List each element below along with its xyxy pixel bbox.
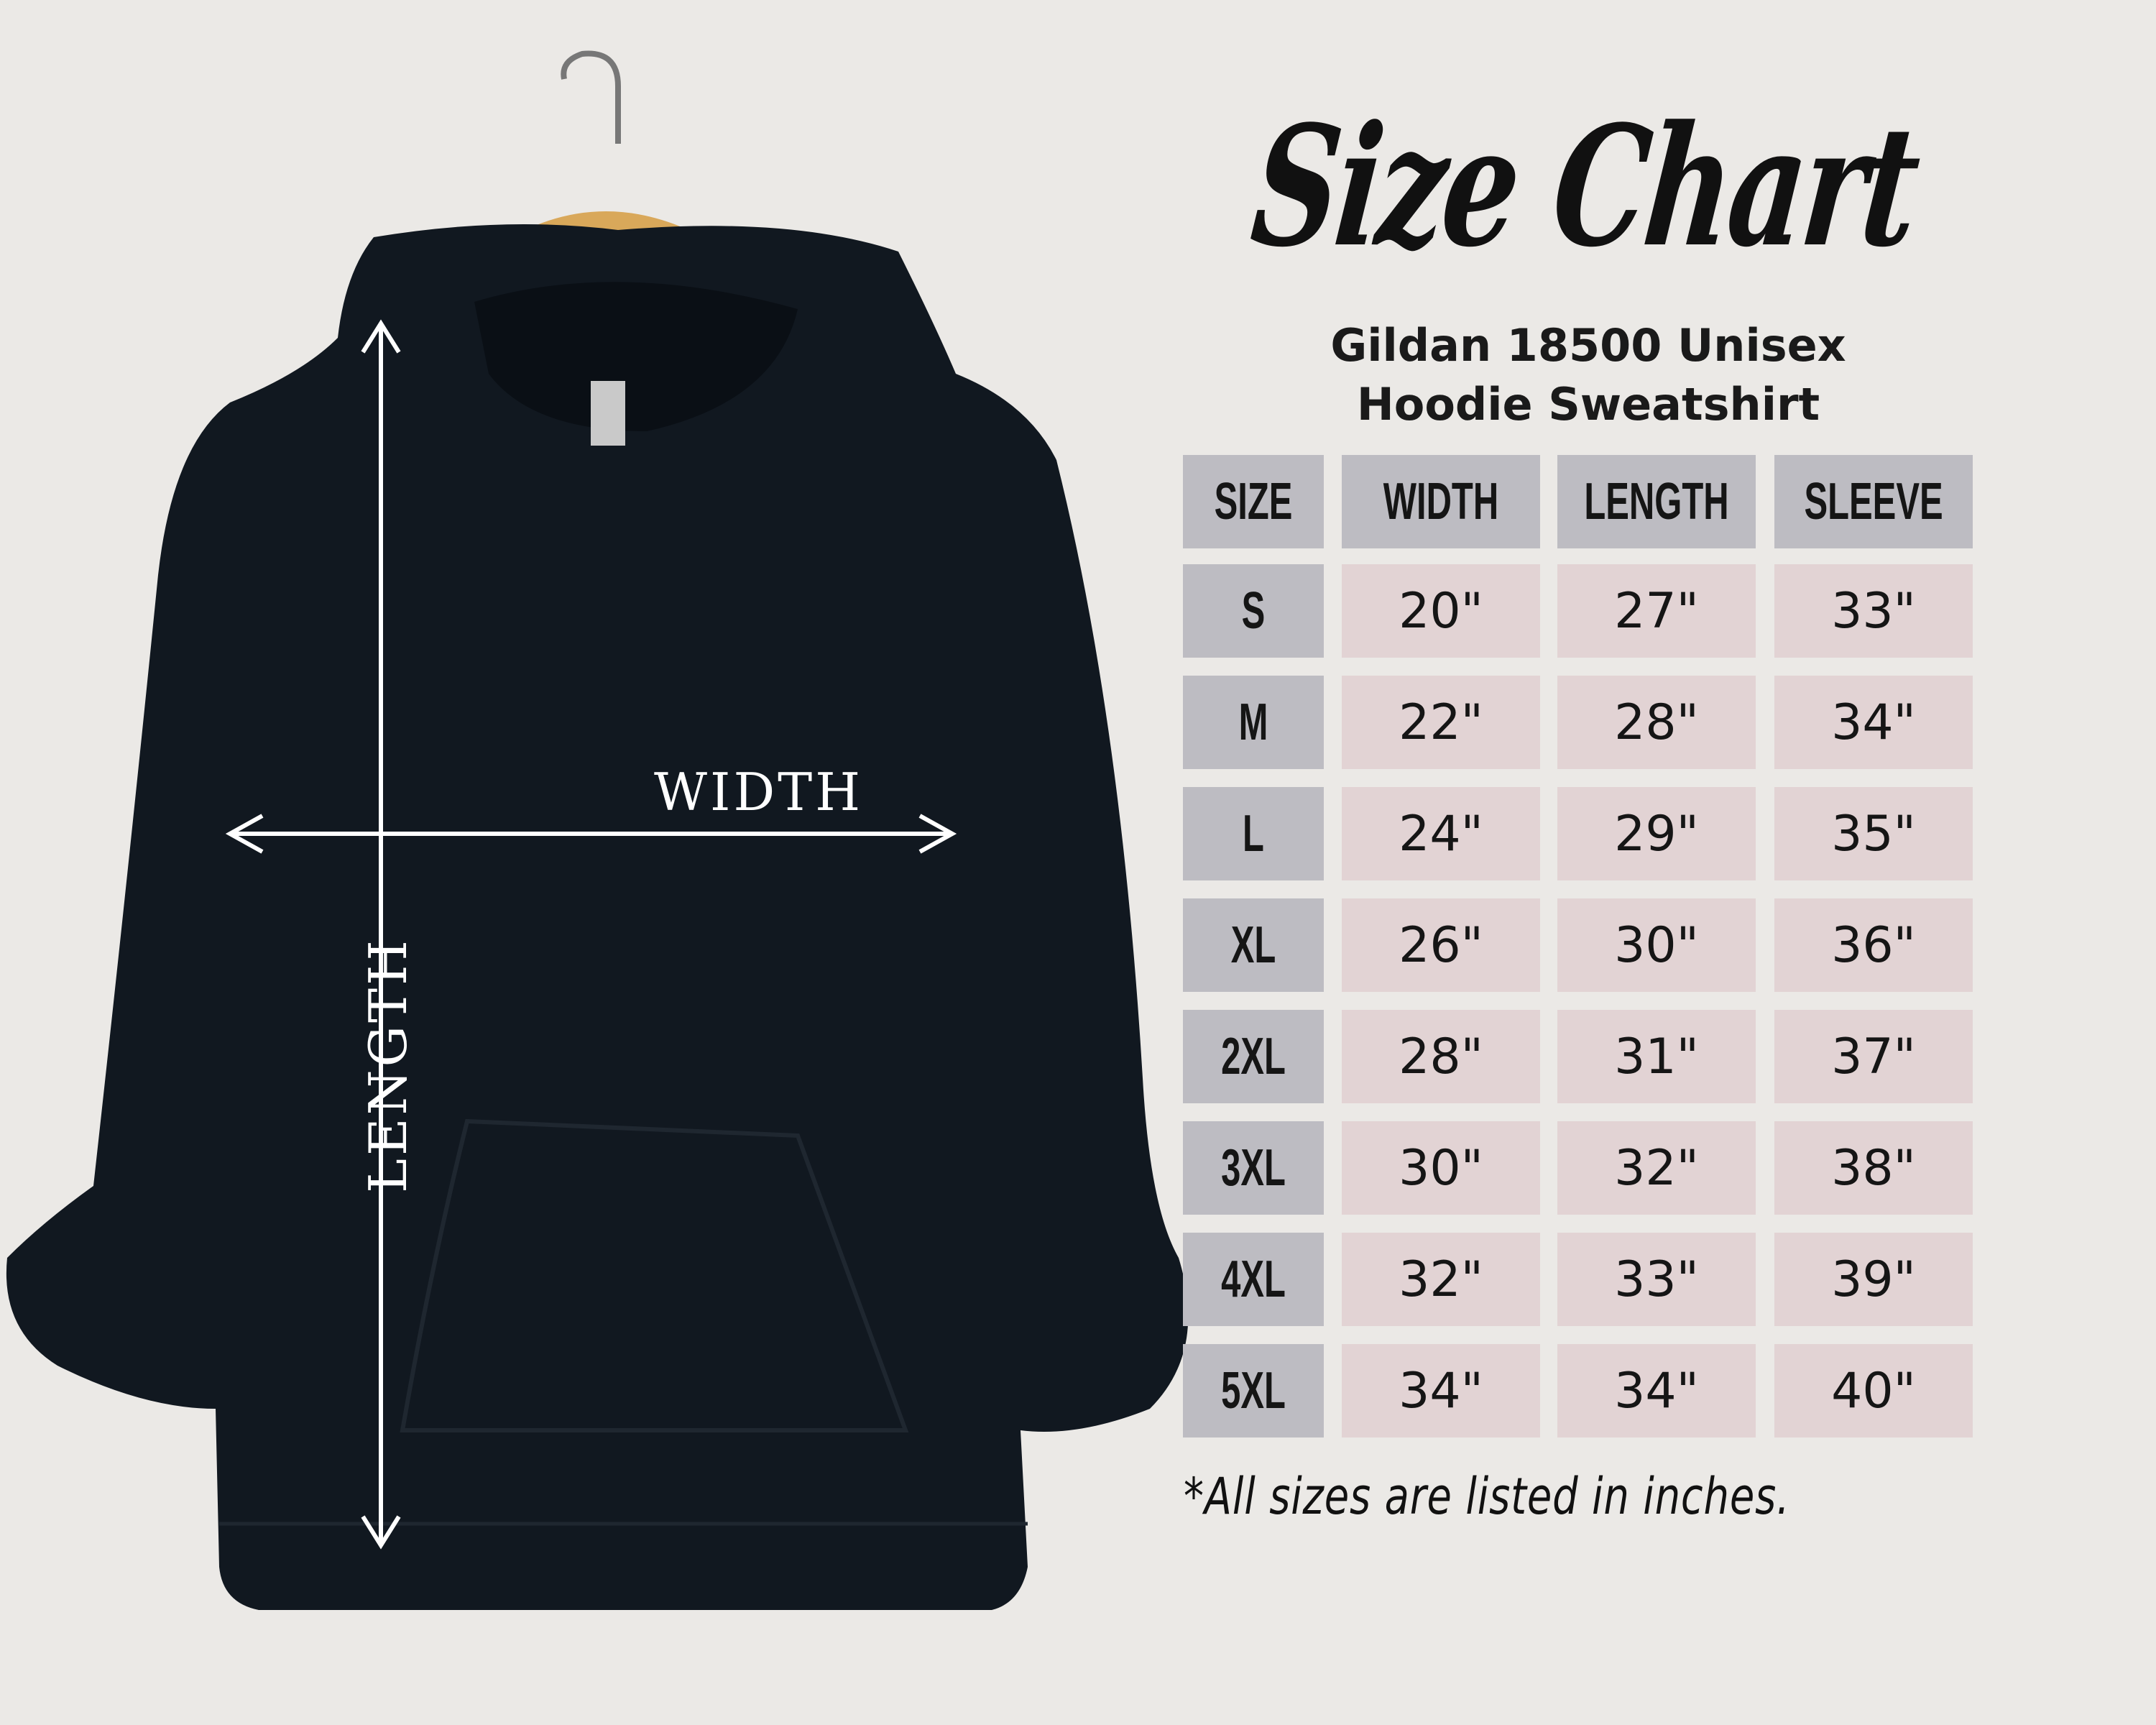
cell-value: 34"	[1614, 1362, 1699, 1420]
cell-value: 37"	[1831, 1028, 1916, 1085]
cell-value: 2XL	[1221, 1028, 1286, 1085]
cell-width: 34"	[1342, 1344, 1540, 1438]
cell-value: 32"	[1399, 1251, 1483, 1308]
footnote: *All sizes are listed in inches.	[1184, 1467, 1790, 1526]
cell-size: XL	[1183, 898, 1324, 992]
cell-width: 24"	[1342, 787, 1540, 880]
cell-value: 36"	[1831, 916, 1916, 974]
cell-length: 29"	[1557, 787, 1756, 880]
length-label: LENGTH	[358, 937, 418, 1193]
cell-value: 27"	[1614, 582, 1699, 640]
cell-value: 33"	[1614, 1251, 1699, 1308]
cell-value: 22"	[1399, 694, 1483, 751]
cell-length: 28"	[1557, 676, 1756, 769]
cell-value: 4XL	[1221, 1251, 1286, 1308]
cell-sleeve: 37"	[1774, 1010, 1973, 1103]
cell-length: 30"	[1557, 898, 1756, 992]
header-label: SIZE	[1214, 473, 1293, 530]
cell-value: 24"	[1399, 805, 1483, 862]
cell-width: 28"	[1342, 1010, 1540, 1103]
header-length: LENGTH	[1557, 455, 1756, 548]
cell-sleeve: 39"	[1774, 1233, 1973, 1326]
cell-sleeve: 40"	[1774, 1344, 1973, 1438]
cell-length: 31"	[1557, 1010, 1756, 1103]
hood-opening	[474, 282, 798, 431]
cell-value: 30"	[1399, 1139, 1483, 1197]
cell-width: 30"	[1342, 1121, 1540, 1215]
cell-value: 33"	[1831, 582, 1916, 640]
length-arrow	[361, 319, 401, 1550]
cell-value: 32"	[1614, 1139, 1699, 1197]
subtitle-line-2: Hoodie Sweatshirt	[1356, 378, 1820, 431]
cell-value: M	[1238, 694, 1268, 751]
cell-value: 30"	[1614, 916, 1699, 974]
hanger-hook	[561, 50, 621, 144]
cell-size: 4XL	[1183, 1233, 1324, 1326]
hoodie	[6, 224, 1189, 1610]
cell-value: 20"	[1399, 582, 1483, 640]
pocket	[400, 1118, 909, 1432]
cell-size: 5XL	[1183, 1344, 1324, 1438]
cell-value: 34"	[1399, 1362, 1483, 1420]
cell-value: 26"	[1399, 916, 1483, 974]
width-arrow	[225, 814, 957, 854]
cell-value: S	[1241, 582, 1266, 640]
cell-value: 39"	[1831, 1251, 1916, 1308]
cell-size: 3XL	[1183, 1121, 1324, 1215]
cell-value: 40"	[1831, 1362, 1916, 1420]
cell-sleeve: 33"	[1774, 564, 1973, 658]
page-title: Size Chart	[1244, 90, 1925, 284]
cell-width: 26"	[1342, 898, 1540, 992]
cell-length: 27"	[1557, 564, 1756, 658]
cell-value: 28"	[1399, 1028, 1483, 1085]
cell-sleeve: 38"	[1774, 1121, 1973, 1215]
cell-value: 34"	[1831, 694, 1916, 751]
header-sleeve: SLEEVE	[1774, 455, 1973, 548]
cell-value: 28"	[1614, 694, 1699, 751]
cell-width: 20"	[1342, 564, 1540, 658]
header-size: SIZE	[1183, 455, 1324, 548]
header-label: SLEEVE	[1804, 473, 1943, 530]
header-label: LENGTH	[1584, 473, 1729, 530]
subtitle-line-1: Gildan 18500 Unisex	[1330, 319, 1846, 372]
cell-value: 35"	[1831, 805, 1916, 862]
cell-value: 38"	[1831, 1139, 1916, 1197]
cell-width: 32"	[1342, 1233, 1540, 1326]
width-label: WIDTH	[654, 762, 863, 822]
cell-width: 22"	[1342, 676, 1540, 769]
header-width: WIDTH	[1342, 455, 1540, 548]
cell-value: XL	[1230, 916, 1276, 974]
cell-length: 33"	[1557, 1233, 1756, 1326]
cell-sleeve: 36"	[1774, 898, 1973, 992]
cell-size: 2XL	[1183, 1010, 1324, 1103]
tag	[591, 381, 625, 446]
header-label: WIDTH	[1383, 473, 1499, 530]
cell-value: 3XL	[1221, 1139, 1286, 1197]
cell-sleeve: 35"	[1774, 787, 1973, 880]
cell-value: 5XL	[1221, 1362, 1286, 1420]
cell-size: M	[1183, 676, 1324, 769]
cell-sleeve: 34"	[1774, 676, 1973, 769]
cell-size: S	[1183, 564, 1324, 658]
cell-length: 32"	[1557, 1121, 1756, 1215]
cell-length: 34"	[1557, 1344, 1756, 1438]
cell-value: 29"	[1614, 805, 1699, 862]
cell-value: L	[1243, 805, 1264, 862]
cell-size: L	[1183, 787, 1324, 880]
cell-value: 31"	[1614, 1028, 1699, 1085]
